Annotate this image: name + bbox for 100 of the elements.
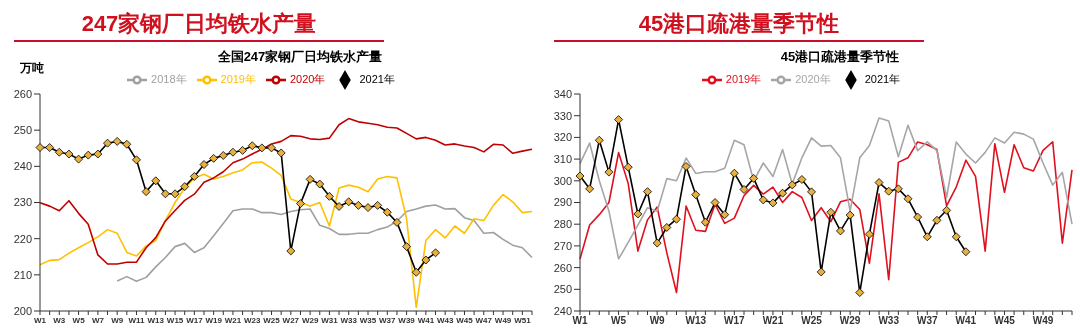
point [855,288,865,297]
point [35,143,45,152]
x-tick-label: W45 [994,315,1016,327]
point [604,167,614,177]
x-tick-label: W13 [147,315,165,325]
point [729,168,739,178]
point [961,247,971,257]
y-tick-label: 200 [13,304,32,317]
y-tick-label: 250 [553,283,572,296]
point [913,212,923,222]
point [392,217,402,227]
point [411,267,421,277]
point [874,178,884,187]
legend-label: 2021年 [359,72,395,85]
point [247,141,257,151]
point [189,172,199,181]
point [662,223,672,232]
point [238,146,247,155]
y-tick-label: 320 [553,131,572,144]
y-tick-label: 330 [553,109,572,122]
point [623,162,633,172]
point [344,197,354,207]
x-tick-label: W21 [762,315,784,327]
y-tick-label: 240 [553,304,572,317]
chart-title: 45港口疏港量季节性 [554,8,924,42]
y-tick-label: 210 [13,268,32,281]
x-tick-label: W1 [34,315,47,325]
point [199,160,209,169]
point [296,199,305,208]
point [103,138,112,148]
x-tick-label: W51 [514,315,532,325]
point [218,151,228,160]
point [922,232,932,242]
line-series [579,140,1073,294]
point [151,176,161,186]
x-tick-label: W29 [839,315,861,327]
point [585,184,595,194]
point [893,184,903,194]
x-tick-label: W9 [649,315,666,327]
point [180,182,190,191]
x-tick-label: W35 [359,315,377,325]
point [787,180,797,190]
point [816,267,826,277]
point [64,149,74,159]
y-tick-label: 220 [13,232,32,245]
point [797,175,807,184]
x-tick-label: W43 [436,315,454,325]
line-series [579,117,1073,260]
point [170,189,180,199]
x-tick-label: W41 [955,315,977,327]
point [74,154,83,164]
x-tick-label: W27 [282,315,300,325]
x-tick-label: W33 [878,315,900,327]
point [141,187,151,197]
legend-label: 2019年 [220,72,256,85]
point [768,198,778,208]
x-tick-label: W23 [244,315,262,325]
point [575,171,585,181]
point [594,135,604,145]
legend-label: 2020年 [290,72,326,85]
x-tick-label: W41 [417,315,435,325]
point [93,149,103,159]
legend-label: 2018年 [151,72,187,85]
point [778,188,787,198]
x-tick-label: W37 [379,315,397,325]
y-tick-label: 240 [13,160,32,173]
point [633,209,643,219]
x-tick-label: W9 [111,315,124,325]
point [276,148,286,158]
chart-subtitle: 全国247家钢厂日均铁水产量 [217,49,383,64]
point [672,214,681,224]
x-tick-label: W29 [301,315,319,325]
point [942,205,951,215]
x-tick-label: W25 [801,315,823,327]
point [54,147,64,157]
y-tick-label: 250 [13,124,32,137]
point [132,155,141,165]
point [710,198,720,207]
point [739,185,749,194]
point [161,189,170,199]
point [325,191,334,201]
x-tick-label: W39 [398,315,416,325]
point [353,200,363,210]
x-tick-label: W21 [224,315,242,325]
point [652,238,662,248]
x-tick-label: W5 [611,315,627,327]
point [614,115,623,125]
y-tick-label: 230 [13,196,32,209]
x-tick-label: W11 [128,315,146,325]
chart-title: 247家钢厂日均铁水产量 [14,8,384,42]
y-tick-label: 310 [553,153,572,166]
point [807,187,816,197]
point [363,203,373,212]
x-tick-label: W1 [572,315,588,327]
x-tick-label: W31 [321,315,339,325]
x-tick-label: W25 [263,315,281,325]
y-tick-label: 300 [553,174,572,187]
point [305,174,315,184]
point [681,162,691,171]
legend-label: 2021年 [864,72,901,85]
